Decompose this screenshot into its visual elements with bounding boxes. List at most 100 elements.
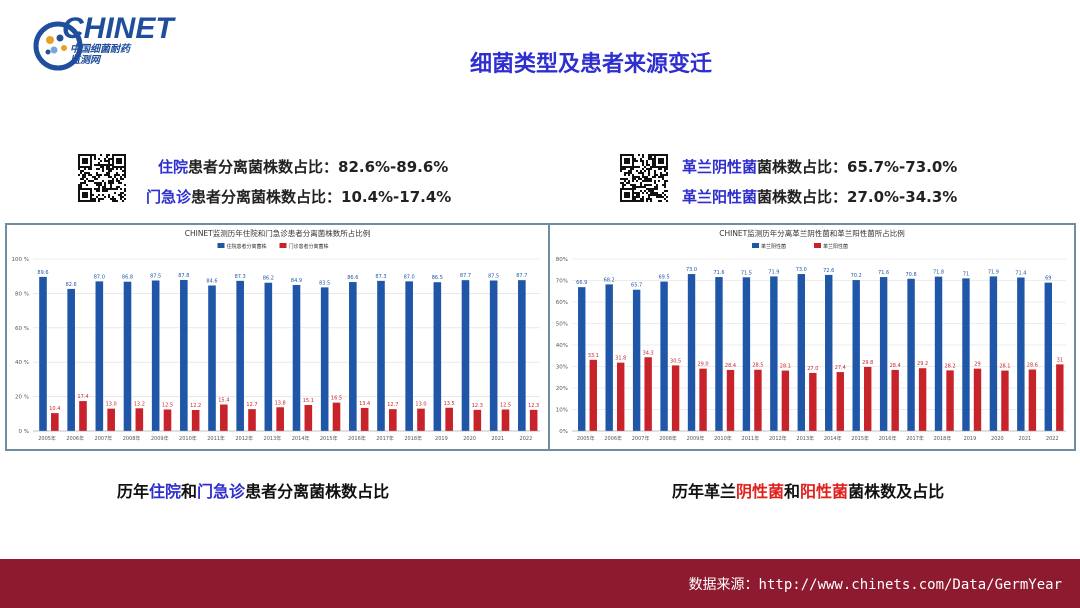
data-label: 87.3 bbox=[235, 274, 246, 280]
legend-label: 革兰阴性菌 bbox=[761, 243, 786, 250]
bar-series1 bbox=[715, 277, 723, 431]
x-tick-label: 2011年 bbox=[742, 435, 760, 442]
data-label: 33.1 bbox=[588, 353, 599, 359]
data-label: 73.0 bbox=[796, 267, 807, 273]
bar-series2 bbox=[529, 409, 538, 431]
data-label: 12.5 bbox=[162, 403, 173, 409]
bar-series2 bbox=[1056, 364, 1064, 431]
chart-title: CHINET监测历年分离革兰阴性菌和革兰阳性菌所占比例 bbox=[719, 228, 905, 238]
y-tick-label: 20 % bbox=[15, 395, 29, 401]
bar-series2 bbox=[163, 409, 172, 431]
bar-series1 bbox=[742, 277, 751, 431]
stat-inpatient: 住院患者分离菌株数占比：82.6%-89.6% bbox=[158, 158, 449, 176]
data-label: 84.9 bbox=[291, 278, 302, 284]
bar-series1 bbox=[264, 282, 273, 431]
bar-series1 bbox=[852, 280, 860, 431]
y-tick-label: 70% bbox=[556, 279, 568, 285]
data-label: 82.6 bbox=[66, 282, 77, 288]
x-tick-label: 2007年 bbox=[632, 435, 650, 442]
x-tick-label: 2013年 bbox=[264, 435, 282, 442]
bar-series2 bbox=[864, 366, 872, 431]
x-tick-label: 2014年 bbox=[824, 435, 842, 442]
bar-series2 bbox=[248, 409, 256, 431]
bar-series1 bbox=[879, 277, 888, 431]
x-tick-label: 2012年 bbox=[235, 435, 253, 442]
bar-series1 bbox=[907, 278, 915, 431]
bar-series2 bbox=[417, 408, 425, 431]
bar-series2 bbox=[51, 413, 59, 431]
x-tick-label: 2009年 bbox=[687, 435, 705, 442]
bar-series1 bbox=[349, 282, 357, 431]
y-tick-label: 80 % bbox=[15, 291, 29, 297]
bar-series2 bbox=[1028, 369, 1037, 431]
bar-series1 bbox=[989, 276, 998, 431]
legend-swatch bbox=[752, 243, 759, 248]
y-tick-label: 40% bbox=[556, 343, 568, 349]
stat-outpatient: 门急诊患者分离菌株数占比：10.4%-17.4% bbox=[146, 188, 452, 206]
bar-series2 bbox=[389, 409, 397, 431]
legend-label: 住院患者分离菌株 bbox=[227, 243, 267, 250]
bar-series2 bbox=[946, 370, 954, 431]
x-tick-label: 2014年 bbox=[292, 435, 310, 442]
chart-panel-right: CHINET监测历年分离革兰阴性菌和革兰阳性菌所占比例 革兰阴性菌 革兰阳性菌 0% 1… bbox=[548, 223, 1076, 451]
x-tick-label: 2012年 bbox=[769, 435, 787, 442]
legend-label: 门诊患者分离菌株 bbox=[289, 243, 329, 250]
y-tick-label: 30% bbox=[556, 365, 568, 371]
x-tick-label: 2005年 bbox=[38, 435, 56, 442]
data-label: 29 bbox=[974, 362, 980, 368]
x-tick-label: 2016年 bbox=[879, 435, 897, 442]
bar-series1 bbox=[320, 287, 329, 431]
bar-series1 bbox=[1017, 277, 1025, 431]
data-label: 68.2 bbox=[604, 277, 615, 283]
data-label: 12.3 bbox=[528, 403, 539, 409]
x-tick-label: 2011年 bbox=[207, 435, 225, 442]
page-title: 细菌类型及患者来源变迁 bbox=[470, 52, 713, 77]
bar-series1 bbox=[605, 284, 613, 431]
data-label: 16.5 bbox=[331, 396, 342, 402]
y-tick-label: 60 % bbox=[15, 326, 29, 332]
bar-series2 bbox=[276, 407, 284, 431]
caption-left: 历年住院和门急诊患者分离菌株数占比 bbox=[117, 482, 390, 501]
data-label: 28.4 bbox=[890, 363, 901, 369]
x-tick-label: 2006年 bbox=[66, 435, 84, 442]
bar-series2 bbox=[617, 362, 625, 431]
data-label: 31 bbox=[1057, 357, 1063, 363]
bar-series1 bbox=[405, 281, 413, 431]
data-label: 29.0 bbox=[697, 362, 708, 368]
data-label: 10.4 bbox=[49, 406, 60, 412]
data-label: 86.5 bbox=[432, 275, 443, 281]
data-label: 13.0 bbox=[106, 402, 117, 408]
bar-series2 bbox=[445, 407, 453, 431]
data-label: 29.8 bbox=[862, 360, 873, 366]
bar-series1 bbox=[770, 276, 778, 431]
data-label: 28.4 bbox=[725, 363, 736, 369]
bar-series1 bbox=[1044, 282, 1053, 431]
x-tick-label: 2020 bbox=[991, 436, 1004, 442]
data-label: 28.5 bbox=[752, 363, 763, 369]
stat-gram-negative: 革兰阴性菌菌株数占比：65.7%-73.0% bbox=[682, 158, 958, 176]
bar-series2 bbox=[644, 357, 652, 431]
bar-series1 bbox=[632, 289, 641, 431]
data-label: 12.2 bbox=[190, 403, 201, 409]
bar-series1 bbox=[660, 281, 668, 431]
data-label: 71.6 bbox=[878, 270, 889, 276]
x-tick-label: 2010年 bbox=[714, 435, 732, 442]
bar-series2 bbox=[332, 402, 341, 431]
x-tick-label: 2020 bbox=[463, 436, 476, 442]
bar-series2 bbox=[191, 410, 200, 431]
footer-source: 数据来源：http://www.chinets.com/Data/GermYea… bbox=[688, 577, 1062, 593]
bar-series1 bbox=[292, 284, 301, 431]
data-label: 27.0 bbox=[807, 366, 818, 372]
data-label: 84.6 bbox=[206, 278, 217, 284]
bar-series1 bbox=[151, 280, 160, 431]
data-label: 13.4 bbox=[359, 401, 370, 407]
footer-bar: 数据来源：http://www.chinets.com/Data/GermYea… bbox=[0, 559, 1080, 608]
bar-series2 bbox=[918, 368, 927, 431]
data-label: 17.4 bbox=[77, 394, 88, 400]
bar-series2 bbox=[107, 408, 115, 431]
data-label: 87.0 bbox=[94, 274, 105, 280]
x-tick-label: 2005年 bbox=[577, 435, 595, 442]
x-tick-label: 2017年 bbox=[906, 435, 924, 442]
bar-series2 bbox=[671, 365, 680, 431]
